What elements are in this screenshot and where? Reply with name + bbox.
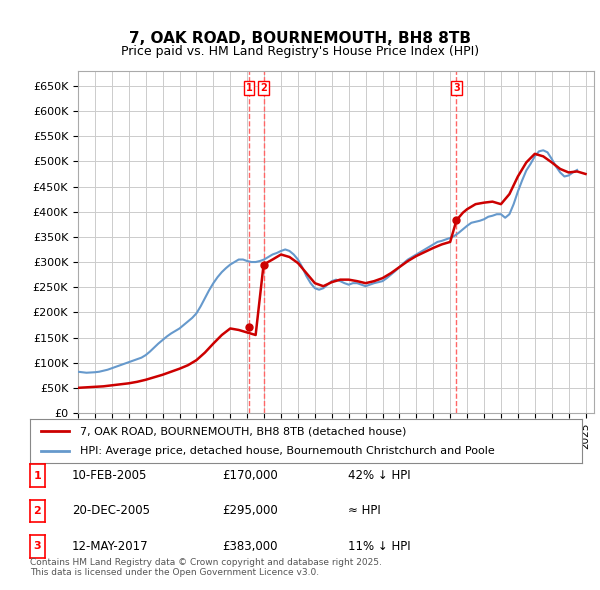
Text: 11% ↓ HPI: 11% ↓ HPI xyxy=(348,540,410,553)
Text: 1: 1 xyxy=(34,471,41,480)
Text: 3: 3 xyxy=(34,542,41,551)
Text: 2: 2 xyxy=(34,506,41,516)
Text: £383,000: £383,000 xyxy=(222,540,277,553)
Text: 10-FEB-2005: 10-FEB-2005 xyxy=(72,469,148,482)
Text: 1: 1 xyxy=(245,83,253,93)
Text: 3: 3 xyxy=(453,83,460,93)
Text: £295,000: £295,000 xyxy=(222,504,278,517)
Text: ≈ HPI: ≈ HPI xyxy=(348,504,381,517)
Text: Price paid vs. HM Land Registry's House Price Index (HPI): Price paid vs. HM Land Registry's House … xyxy=(121,45,479,58)
Text: 42% ↓ HPI: 42% ↓ HPI xyxy=(348,469,410,482)
Text: 2: 2 xyxy=(260,83,267,93)
Text: HPI: Average price, detached house, Bournemouth Christchurch and Poole: HPI: Average price, detached house, Bour… xyxy=(80,446,494,455)
Text: Contains HM Land Registry data © Crown copyright and database right 2025.
This d: Contains HM Land Registry data © Crown c… xyxy=(30,558,382,577)
Text: 20-DEC-2005: 20-DEC-2005 xyxy=(72,504,150,517)
Text: 7, OAK ROAD, BOURNEMOUTH, BH8 8TB (detached house): 7, OAK ROAD, BOURNEMOUTH, BH8 8TB (detac… xyxy=(80,427,406,436)
Text: £170,000: £170,000 xyxy=(222,469,278,482)
Text: 7, OAK ROAD, BOURNEMOUTH, BH8 8TB: 7, OAK ROAD, BOURNEMOUTH, BH8 8TB xyxy=(129,31,471,46)
Text: 12-MAY-2017: 12-MAY-2017 xyxy=(72,540,149,553)
